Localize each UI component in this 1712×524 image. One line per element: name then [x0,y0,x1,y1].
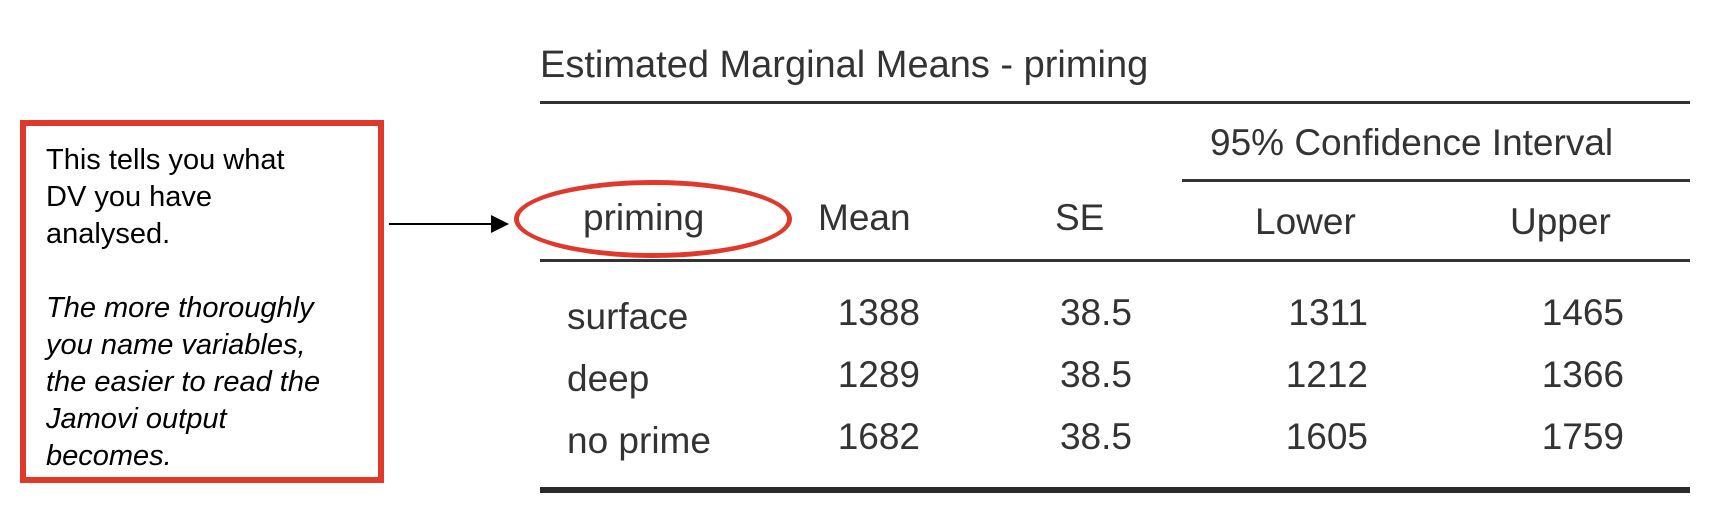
row-label: no prime [567,420,711,461]
table-title: Estimated Marginal Means - priming [540,44,1149,86]
annotation-italic-line: the easier to read the [46,366,321,398]
se-value: 38.5 [1059,354,1132,395]
annotation-italic-line: The more thoroughly [46,292,314,324]
annotation-line: analysed. [46,218,171,250]
table-header-rule [540,259,1690,262]
annotation-italic-line: becomes. [46,440,172,472]
annotation-italic-line: Jamovi output [46,403,227,435]
upper-value: 1366 [1541,354,1624,395]
ci-group-header: 95% Confidence Interval [1210,122,1614,163]
se-value: 38.5 [1059,292,1132,333]
column-header-priming: priming [583,197,705,238]
mean-value: 1682 [837,416,920,457]
upper-value: 1465 [1541,292,1624,333]
lower-value: 1311 [1288,292,1368,333]
table-bottom-rule [540,487,1690,493]
table-top-rule [540,101,1690,104]
annotation-callout-box: This tells you what DV you have analysed… [20,120,384,483]
se-value: 38.5 [1059,416,1132,457]
mean-value: 1289 [837,354,920,395]
annotation-line: This tells you what [46,144,285,176]
arrow-right-icon [491,215,509,233]
row-label: surface [567,296,689,337]
annotation-line: DV you have [46,181,213,213]
column-header-upper: Upper [1510,201,1611,242]
annotation-text: This tells you what DV you have analysed… [46,142,376,475]
highlight-ellipse [514,180,792,258]
mean-value: 1388 [837,292,920,333]
column-header-mean: Mean [818,197,911,238]
ci-header-rule [1182,179,1690,182]
lower-value: 1212 [1285,354,1368,395]
annotation-italic-line: you name variables, [46,329,306,361]
annotation-arrow-line [389,223,493,225]
row-label: deep [567,358,650,399]
lower-value: 1605 [1285,416,1368,457]
upper-value: 1759 [1541,416,1624,457]
column-header-lower: Lower [1255,201,1356,242]
column-header-se: SE [1055,197,1105,238]
